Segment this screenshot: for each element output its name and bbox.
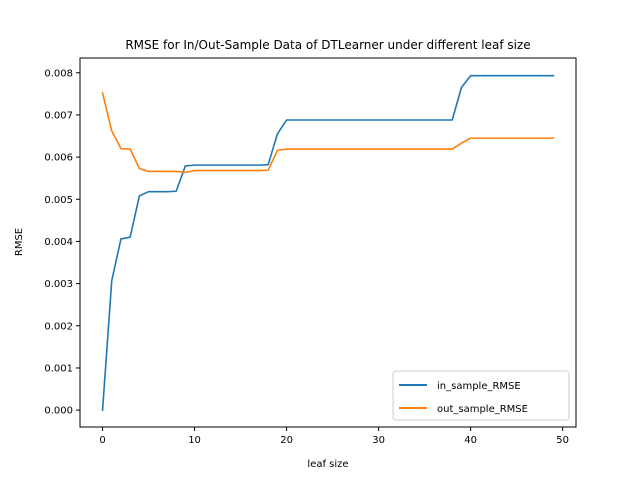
plot-lines <box>101 74 555 411</box>
y-tick-label: 0.005 <box>44 195 73 206</box>
y-tick-label: 0.003 <box>44 279 73 290</box>
x-tick-label: 20 <box>280 435 293 446</box>
y-tick-label: 0.002 <box>44 321 73 332</box>
x-tick-label: 50 <box>556 435 569 446</box>
legend: in_sample_RMSE out_sample_RMSE <box>392 370 570 421</box>
chart-title: RMSE for In/Out-Sample Data of DTLearner… <box>125 38 530 52</box>
x-tick-label: 10 <box>188 435 201 446</box>
y-tick-label: 0.008 <box>44 68 73 79</box>
x-axis-label: leaf size <box>307 459 348 470</box>
plot-frame <box>79 57 577 428</box>
y-tick-label: 0.007 <box>44 110 73 121</box>
legend-label-in-sample: in_sample_RMSE <box>437 381 521 392</box>
x-tick-label: 30 <box>372 435 385 446</box>
y-tick-label: 0.006 <box>44 153 73 164</box>
x-axis: 0 10 20 30 40 50 <box>99 427 569 446</box>
legend-box <box>392 370 570 421</box>
y-axis-label: RMSE <box>14 228 25 256</box>
y-tick-label: 0.001 <box>44 363 73 374</box>
series-line-out-sample-rmse <box>101 92 555 174</box>
y-tick-label: 0.000 <box>44 406 73 417</box>
x-tick-label: 0 <box>99 435 105 446</box>
x-tick-label: 40 <box>464 435 477 446</box>
series-line-in-sample-rmse <box>101 74 555 411</box>
legend-label-out-sample: out_sample_RMSE <box>437 404 528 415</box>
y-tick-label: 0.004 <box>44 237 73 248</box>
y-axis: 0.000 0.001 0.002 0.003 0.004 0.005 0.006 0.007… <box>44 68 80 417</box>
